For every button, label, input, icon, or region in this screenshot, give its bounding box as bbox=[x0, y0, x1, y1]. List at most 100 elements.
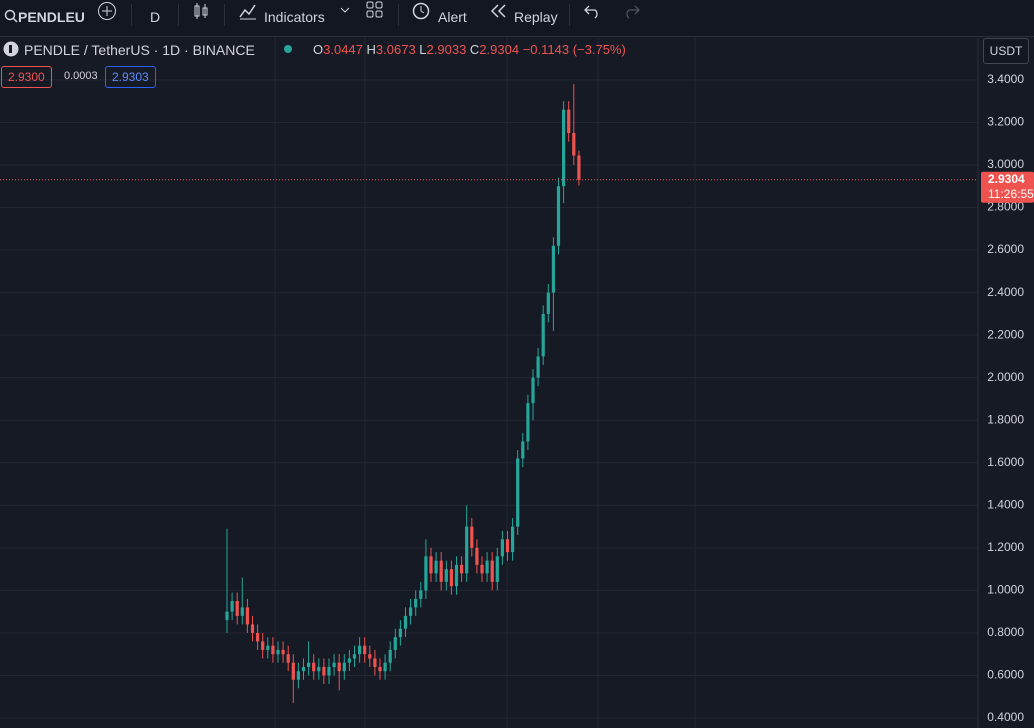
candle-body bbox=[531, 377, 535, 404]
y-tick-label: 2.2000 bbox=[987, 327, 1024, 341]
indicators-button[interactable]: Indicators bbox=[264, 9, 325, 25]
candle-body bbox=[368, 654, 372, 659]
candle-body bbox=[301, 666, 306, 672]
candle-body bbox=[347, 658, 351, 663]
search-icon[interactable] bbox=[4, 9, 18, 23]
candle-body bbox=[256, 632, 260, 642]
indicators-icon[interactable] bbox=[238, 2, 258, 20]
candle-body bbox=[271, 645, 275, 655]
last-price-label-bg bbox=[981, 171, 1034, 203]
candle-body bbox=[332, 662, 336, 667]
separator bbox=[131, 4, 132, 26]
y-tick-label: 3.4000 bbox=[987, 72, 1024, 86]
last-price-label: 2.9304 bbox=[988, 172, 1025, 186]
candle-body bbox=[250, 624, 255, 633]
candle-body bbox=[419, 590, 423, 599]
change: −0.1143 (−3.75%) bbox=[522, 42, 626, 57]
candle-body bbox=[296, 671, 300, 680]
sell-price[interactable]: 2.9300 bbox=[1, 66, 52, 88]
candle-body bbox=[511, 526, 515, 553]
currency-selector[interactable]: USDT bbox=[983, 38, 1029, 64]
candle-body bbox=[551, 245, 555, 293]
candle-body bbox=[480, 564, 484, 574]
separator bbox=[398, 4, 399, 26]
candle-body bbox=[317, 666, 321, 672]
value: 3.0673 bbox=[375, 42, 416, 57]
candle-body bbox=[556, 186, 561, 246]
layout-icon[interactable] bbox=[366, 1, 384, 19]
candle-body bbox=[358, 645, 362, 655]
candle-body bbox=[424, 556, 428, 591]
candle-body bbox=[470, 526, 474, 548]
replay-button[interactable]: Replay bbox=[514, 9, 558, 25]
label: O bbox=[313, 42, 324, 57]
candle-body bbox=[444, 569, 448, 582]
candle-body bbox=[225, 611, 229, 621]
candle-body bbox=[490, 560, 494, 582]
candle-body bbox=[505, 539, 510, 553]
separator bbox=[569, 4, 570, 26]
candle-body bbox=[434, 560, 438, 574]
candle-body bbox=[567, 109, 571, 134]
symbol[interactable]: PENDLEU bbox=[18, 9, 85, 25]
symbol-logo bbox=[3, 41, 19, 57]
candle-body bbox=[230, 601, 234, 612]
y-tick-label: 1.4000 bbox=[987, 497, 1024, 511]
candle-body bbox=[281, 649, 285, 655]
value: 2.9033 bbox=[426, 42, 467, 57]
candle-body bbox=[439, 560, 443, 582]
plot-background bbox=[0, 38, 1034, 728]
candle-body bbox=[291, 662, 295, 680]
candle-body bbox=[261, 641, 265, 650]
candle-body bbox=[378, 666, 382, 672]
add-symbol-icon[interactable] bbox=[97, 1, 117, 21]
chart-type-icon[interactable] bbox=[192, 2, 210, 20]
candle-body bbox=[337, 662, 341, 672]
y-tick-label: 0.4000 bbox=[987, 710, 1024, 724]
toolbar: PENDLEU D Indicators Alert Replay bbox=[0, 0, 1034, 37]
buy-price[interactable]: 2.9303 bbox=[105, 66, 156, 88]
candle-body bbox=[536, 356, 540, 378]
candle-body bbox=[286, 654, 290, 663]
y-tick-label: 1.8000 bbox=[987, 412, 1024, 426]
y-tick-label: 0.8000 bbox=[987, 625, 1024, 639]
spread: 0.0003 bbox=[64, 70, 98, 82]
candle-body bbox=[475, 547, 479, 565]
value: 2.9304 bbox=[479, 42, 520, 57]
alert-icon[interactable] bbox=[411, 0, 433, 22]
candle-body bbox=[500, 539, 504, 557]
candle-body bbox=[541, 313, 545, 357]
candle-body bbox=[240, 607, 244, 616]
y-tick-label: 2.6000 bbox=[987, 242, 1024, 256]
candle-body bbox=[322, 666, 326, 676]
candle-body bbox=[562, 109, 566, 187]
undo-icon[interactable] bbox=[584, 3, 602, 19]
candle-body bbox=[363, 645, 367, 655]
value: 3.0447 bbox=[323, 42, 363, 57]
candle-body bbox=[414, 598, 418, 608]
candle-body bbox=[342, 662, 346, 672]
y-tick-label: 1.2000 bbox=[987, 540, 1024, 554]
candle-body bbox=[373, 658, 377, 667]
candle-body bbox=[307, 662, 311, 667]
replay-icon[interactable] bbox=[490, 4, 508, 18]
label: C bbox=[469, 42, 480, 57]
y-tick-label: 3.0000 bbox=[987, 157, 1024, 171]
candle-body bbox=[312, 662, 316, 672]
candle-body bbox=[383, 662, 387, 672]
y-tick-label: 1.0000 bbox=[987, 583, 1024, 597]
candle-body bbox=[409, 607, 413, 616]
candle-body bbox=[449, 569, 453, 587]
redo-icon[interactable] bbox=[622, 3, 640, 19]
interval[interactable]: D bbox=[150, 9, 161, 25]
candle-body bbox=[485, 560, 489, 574]
candle-body bbox=[398, 628, 402, 638]
alert-button[interactable]: Alert bbox=[438, 9, 467, 25]
dropdown-icon[interactable] bbox=[340, 6, 350, 14]
candle-body bbox=[393, 637, 397, 650]
candle-body bbox=[460, 564, 464, 574]
candle-body bbox=[454, 564, 459, 587]
candle-body bbox=[276, 649, 280, 655]
